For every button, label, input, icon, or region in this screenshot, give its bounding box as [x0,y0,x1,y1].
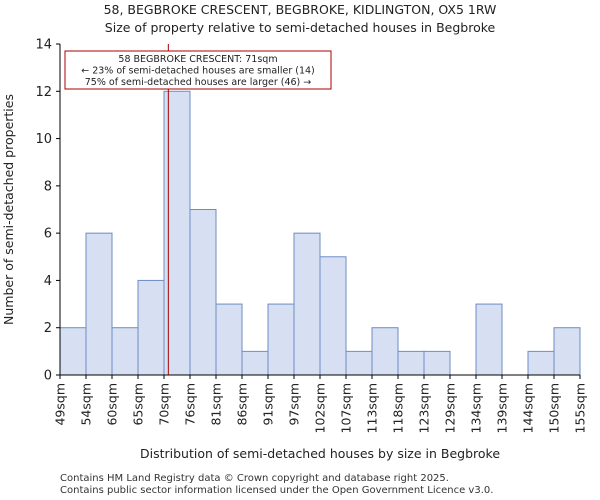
x-tick-label: 102sqm [313,383,328,433]
histogram-bar [241,350,269,376]
histogram-bar [423,350,451,376]
histogram-bar [527,350,555,376]
x-tick-label: 86sqm [235,383,250,426]
x-tick-label: 49sqm [53,383,68,426]
histogram-bar [319,256,347,376]
x-tick-label: 97sqm [287,383,302,426]
x-tick-label: 155sqm [573,383,588,433]
histogram-bar [59,327,87,376]
y-tick-label: 14 [35,38,52,53]
histogram-bar [137,279,165,376]
histogram-bar [111,327,139,376]
histogram-bar [553,327,581,376]
y-tick-label: 4 [44,274,52,289]
x-tick-label: 113sqm [365,383,380,433]
x-tick-label: 76sqm [183,383,198,426]
histogram-bar [189,209,217,376]
footer-licence: Contains public sector information licen… [60,485,494,496]
y-axis-title: Number of semi-detached properties [1,94,16,325]
y-tick-label: 6 [44,227,52,242]
y-tick-label: 12 [35,85,52,100]
annotation-text-line: 58 BEGBROKE CRESCENT: 71sqm [118,54,277,65]
footer-copyright: Contains HM Land Registry data © Crown c… [60,473,449,484]
x-tick-label: 144sqm [521,383,536,433]
x-tick-label: 107sqm [339,383,354,433]
x-tick-label: 118sqm [391,383,406,433]
x-tick-label: 129sqm [443,383,458,433]
x-tick-label: 91sqm [261,383,276,426]
x-tick-label: 65sqm [131,383,146,426]
histogram-bar [475,303,503,376]
annotation-text-line: ← 23% of semi-detached houses are smalle… [81,66,315,77]
x-tick-label: 81sqm [209,383,224,426]
annotation-text-line: 75% of semi-detached houses are larger (… [85,77,312,88]
histogram-bar [267,303,295,376]
y-tick-label: 2 [44,321,52,336]
histogram-bar [371,327,399,376]
x-tick-label: 150sqm [547,383,562,433]
histogram-bar [215,303,243,376]
y-tick-label: 0 [44,369,52,384]
y-tick-label: 10 [35,132,52,147]
histogram-bar [85,232,113,376]
x-tick-label: 123sqm [417,383,432,433]
x-tick-label: 139sqm [495,383,510,433]
histogram-chart: 0 2 4 6 8 10 12 14 49sqm 54sqm 60sqm 65sqm 70sqm 76sq… [1,38,588,462]
histogram-bar [397,350,425,376]
y-tick-label: 8 [44,179,52,194]
x-tick-label: 54sqm [79,383,94,426]
chart-title-line1: 58, BEGBROKE CRESCENT, BEGBROKE, KIDLING… [103,2,497,17]
x-tick-label: 134sqm [469,383,484,433]
histogram-bar [293,232,321,376]
x-tick-label: 60sqm [105,383,120,426]
chart-title-line2: Size of property relative to semi-detach… [104,20,496,35]
annotation-box [64,50,332,90]
x-axis-title: Distribution of semi-detached houses by … [140,446,500,461]
x-tick-label: 70sqm [157,383,172,426]
histogram-bar [345,350,373,376]
